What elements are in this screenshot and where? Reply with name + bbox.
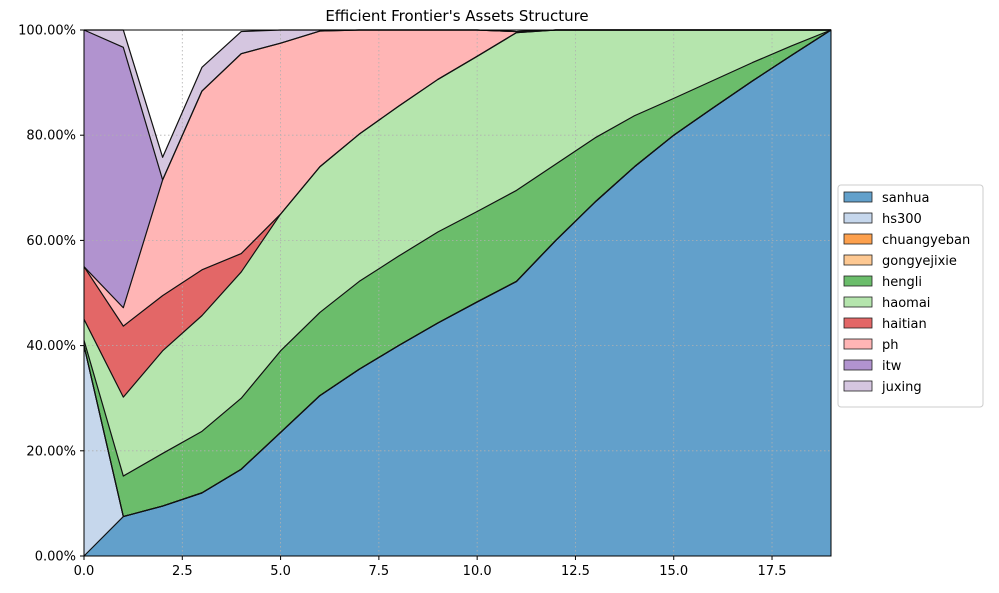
area-sanhua bbox=[84, 30, 831, 556]
axes-frame bbox=[83, 29, 832, 557]
y-tick-label: 20.00% bbox=[26, 444, 76, 459]
y-tick-label: 0.00% bbox=[35, 550, 76, 565]
area-haomai bbox=[84, 30, 831, 477]
legend-label-chuangyeban: chuangyeban bbox=[882, 233, 970, 248]
chart-title: Efficient Frontier's Assets Structure bbox=[325, 7, 588, 25]
x-tick-label: 2.5 bbox=[172, 564, 193, 579]
legend-swatch-gongyejixie bbox=[843, 254, 873, 266]
x-tick-label: 5.0 bbox=[270, 564, 291, 579]
x-tick-label: 10.0 bbox=[463, 564, 492, 579]
x-tick-label: 0.0 bbox=[74, 564, 95, 579]
legend-label-haomai: haomai bbox=[882, 296, 930, 311]
legend-swatch-juxing bbox=[843, 380, 873, 392]
area-ph bbox=[84, 30, 831, 327]
legend-label-haitian: haitian bbox=[882, 317, 927, 332]
axes: 0.0 2.5 5.0 7.5 10.0 12.5 15.0 17.5 0.00% 20.00% 4… bbox=[18, 24, 832, 579]
x-tick-label: 12.5 bbox=[561, 564, 590, 579]
line-hengli bbox=[83, 29, 832, 477]
y-tick-label: 80.00% bbox=[26, 129, 76, 144]
y-tick-label: 100.00% bbox=[18, 24, 76, 39]
legend-swatch-sanhua bbox=[843, 191, 873, 203]
legend-label-hs300: hs300 bbox=[882, 212, 922, 227]
legend-swatch-haomai bbox=[843, 296, 873, 308]
legend-label-juxing: juxing bbox=[881, 380, 922, 395]
legend-label-sanhua: sanhua bbox=[882, 191, 929, 206]
legend-swatch-hs300 bbox=[843, 212, 873, 224]
legend-label-itw: itw bbox=[882, 359, 902, 374]
plot-area bbox=[83, 29, 832, 557]
area-hengli bbox=[84, 30, 831, 517]
legend-swatch-chuangyeban bbox=[843, 233, 873, 245]
legend-swatch-hengli bbox=[843, 275, 873, 287]
legend-swatch-haitian bbox=[843, 317, 873, 329]
legend-swatch-ph bbox=[843, 338, 873, 350]
y-tick-label: 60.00% bbox=[26, 234, 76, 249]
x-tick-label: 17.5 bbox=[758, 564, 787, 579]
legend-swatch-itw bbox=[843, 359, 873, 371]
legend: sanhua hs300 chuangyeban gongyejixie hengli h… bbox=[837, 184, 984, 408]
y-tick-label: 40.00% bbox=[26, 339, 76, 354]
legend-label-ph: ph bbox=[882, 338, 899, 353]
legend-box bbox=[837, 184, 984, 408]
legend-label-hengli: hengli bbox=[882, 275, 922, 290]
line-gongyejixie bbox=[83, 29, 832, 518]
legend-label-gongyejixie: gongyejixie bbox=[882, 254, 957, 269]
x-tick-label: 15.0 bbox=[659, 564, 688, 579]
x-tick-label: 7.5 bbox=[369, 564, 390, 579]
